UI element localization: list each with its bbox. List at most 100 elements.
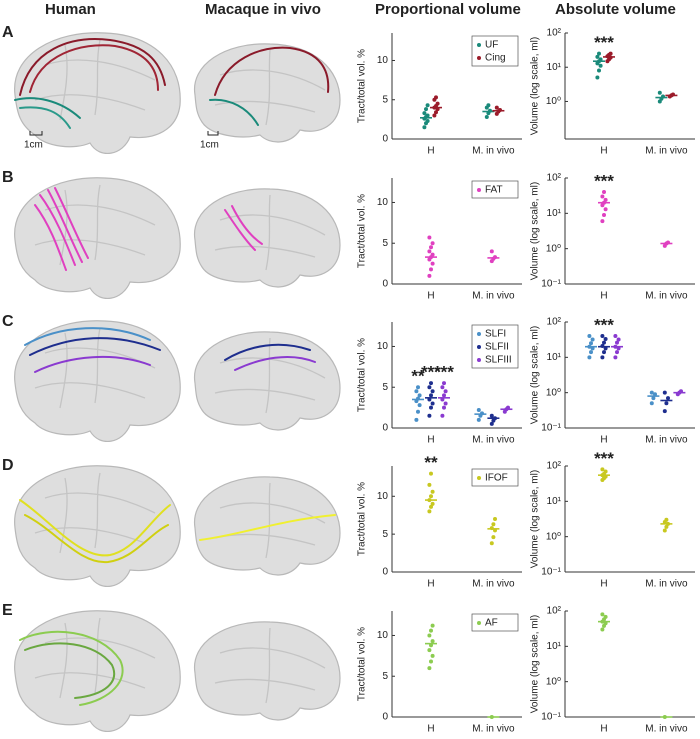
data-point	[425, 113, 430, 118]
x-tick-label: H	[427, 435, 434, 446]
data-point	[429, 393, 433, 398]
data-point	[442, 405, 446, 410]
data-point	[486, 103, 491, 108]
data-point	[616, 337, 621, 342]
data-point	[494, 105, 499, 110]
data-point	[489, 541, 494, 546]
legend-marker	[477, 188, 481, 192]
y-tick-label: 0	[382, 279, 388, 290]
y-tick-label: 10²	[547, 28, 562, 39]
y-tick-label: 10⁰	[546, 243, 561, 254]
data-point	[443, 389, 448, 394]
y-tick-label: 10¹	[547, 496, 562, 507]
data-point	[440, 413, 445, 418]
y-tick-label: 10	[377, 341, 389, 352]
y-tick-label: 10	[377, 630, 389, 641]
y-axis-label: Volume (log scale, ml)	[530, 326, 541, 424]
data-point	[430, 241, 435, 246]
legend-marker	[477, 358, 481, 362]
legend-label: UF	[485, 40, 498, 51]
y-tick-label: 5	[382, 382, 388, 393]
data-point	[424, 107, 428, 112]
y-tick-label: 10²	[547, 606, 562, 617]
data-point	[493, 517, 497, 521]
data-point	[657, 90, 662, 95]
data-point	[430, 653, 435, 658]
data-point	[491, 535, 496, 540]
row-label: B	[2, 169, 14, 186]
data-point	[435, 101, 440, 106]
legend-marker	[477, 621, 481, 625]
y-tick-label: 10⁻¹	[541, 423, 561, 434]
column-header: Human	[45, 1, 96, 18]
data-point	[597, 68, 601, 73]
data-point	[427, 235, 432, 240]
tracts	[24, 327, 316, 373]
y-tick-label: 0	[382, 134, 388, 145]
x-tick-label: H	[600, 146, 607, 157]
data-point	[598, 57, 603, 62]
data-point	[491, 522, 496, 527]
tracts	[34, 187, 263, 271]
legend-box	[471, 468, 519, 487]
data-point	[662, 390, 667, 395]
legend-box	[471, 180, 519, 199]
significance: ***	[594, 449, 614, 468]
data-point	[430, 639, 435, 644]
data-point	[600, 194, 605, 199]
y-tick-label: 10⁰	[546, 96, 561, 107]
data-point	[649, 401, 654, 406]
data-point	[429, 471, 433, 476]
scale-label: 1cm	[24, 140, 43, 151]
data-point	[430, 501, 435, 506]
y-tick-label: 10⁰	[546, 531, 561, 542]
data-point	[595, 75, 600, 80]
y-tick-label: 10	[377, 491, 389, 502]
data-point	[440, 385, 445, 390]
y-axis-label: Tract/total vol. %	[357, 49, 368, 123]
legend-label: IFOF	[485, 473, 508, 484]
data-point	[603, 197, 608, 202]
macaque-brain	[193, 621, 341, 721]
data-point	[666, 396, 670, 401]
data-point	[587, 355, 592, 360]
data-point	[429, 405, 433, 410]
data-point	[608, 51, 613, 56]
data-point	[489, 249, 494, 254]
data-point	[429, 494, 433, 499]
y-tick-label: 5	[382, 671, 388, 682]
data-point	[613, 355, 618, 360]
macaque-brain	[193, 188, 341, 288]
data-point	[429, 245, 433, 250]
data-point	[603, 469, 608, 474]
legend-label: FAT	[485, 185, 503, 196]
x-tick-label: H	[600, 724, 607, 735]
data-point	[430, 389, 435, 394]
x-tick-label: M. in vivo	[645, 579, 688, 590]
tracts	[19, 499, 336, 564]
data-point	[653, 392, 657, 397]
row-label: C	[2, 313, 14, 330]
data-point	[430, 401, 435, 406]
row-label: E	[2, 602, 13, 619]
data-point	[651, 396, 656, 401]
significance: **	[411, 367, 425, 386]
x-tick-label: H	[427, 579, 434, 590]
data-point	[425, 103, 430, 108]
x-tick-label: H	[427, 146, 434, 157]
y-axis-label: Volume (log scale, ml)	[530, 182, 541, 280]
y-tick-label: 10	[377, 197, 389, 208]
data-point	[416, 409, 420, 414]
y-tick-label: 5	[382, 529, 388, 540]
data-point	[664, 401, 669, 406]
row-label: A	[2, 24, 14, 41]
x-tick-label: M. in vivo	[472, 724, 515, 735]
data-point	[443, 401, 448, 406]
data-point	[416, 385, 420, 390]
data-point	[662, 409, 667, 414]
legend-box	[471, 35, 519, 67]
significance: ***	[421, 363, 441, 382]
data-point	[432, 113, 437, 118]
data-point	[589, 350, 593, 355]
